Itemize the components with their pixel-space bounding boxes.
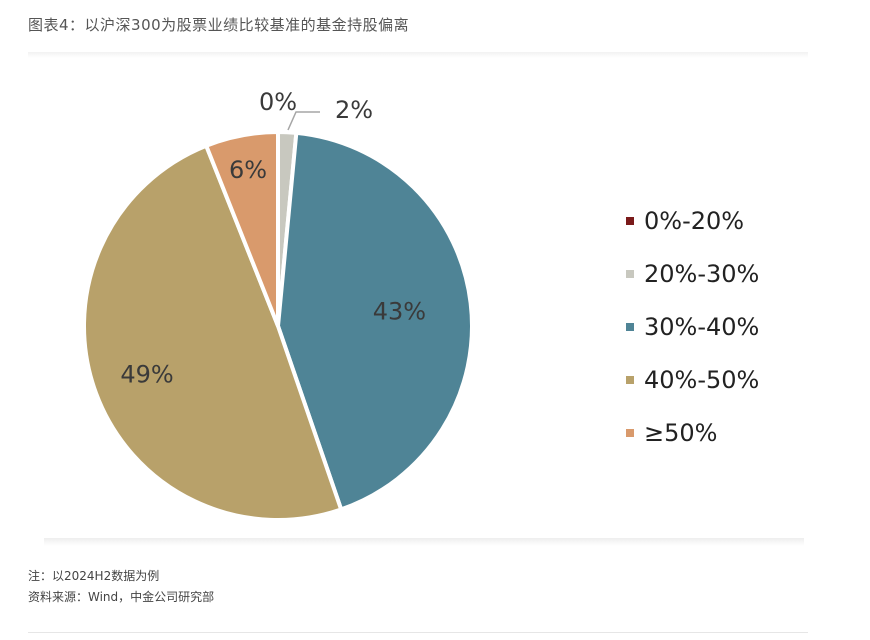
data-label-2: 2% [335, 96, 373, 124]
chart-source: 资料来源：Wind，中金公司研究部 [28, 590, 215, 604]
label-leader-line [287, 111, 320, 131]
legend-swatch-5 [626, 429, 634, 437]
legend-label-5: ≥50% [644, 419, 717, 447]
legend-swatch-1 [626, 217, 634, 225]
pie-slice-5 [204, 130, 280, 328]
legend-label-3: 30%-40% [644, 313, 759, 341]
data-label-1: 0% [259, 88, 297, 116]
pie-slice-3 [276, 130, 474, 512]
chart-area: 0% 2% 43% 49% 6% 0%-20% 20%-30% 30%-40% 40%-50%… [20, 62, 820, 552]
pie-chart: 0% 2% 43% 49% 6% 0%-20% 20%-30% 30%-40% 40%-50%… [82, 88, 759, 522]
data-label-4: 49% [120, 361, 173, 389]
data-label-3: 43% [373, 298, 426, 326]
legend-label-2: 20%-30% [644, 260, 759, 288]
pie-slice-4 [82, 143, 344, 522]
chart-title: 图表4：以沪深300为股票业绩比较基准的基金持股偏离 [28, 16, 410, 34]
chart-note: 注：以2024H2数据为例 [28, 569, 160, 583]
legend-swatch-4 [626, 376, 634, 384]
data-label-5: 6% [229, 156, 267, 184]
title-divider [28, 52, 808, 58]
legend-label-4: 40%-50% [644, 366, 759, 394]
legend-label-1: 0%-20% [644, 207, 744, 235]
chart-shadow [44, 538, 804, 546]
legend-swatch-2 [626, 270, 634, 278]
legend-swatch-3 [626, 323, 634, 331]
footer-divider [28, 632, 808, 633]
